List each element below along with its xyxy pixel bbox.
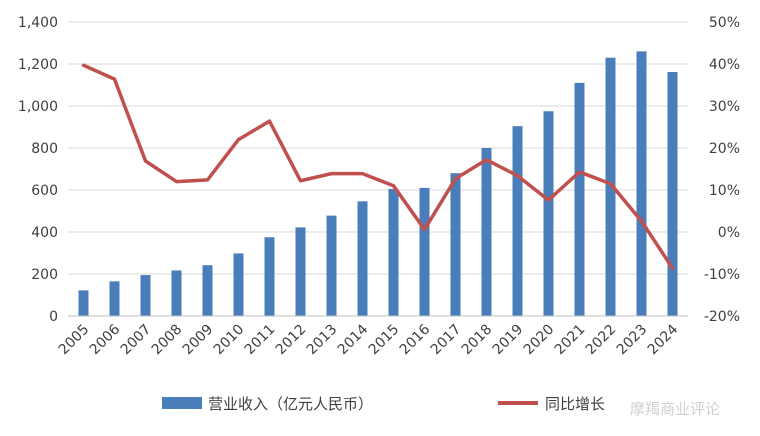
bar-2006 bbox=[109, 281, 120, 316]
y-right-tick-labels: -20% -10% 0% 10% 20% 30% 40% 50% bbox=[704, 15, 740, 325]
growth-line bbox=[81, 63, 675, 270]
x-tick: 2005 bbox=[56, 322, 93, 359]
watermark-text: 摩羯商业评论 bbox=[630, 400, 720, 418]
y-right-tick: 10% bbox=[709, 183, 740, 199]
y-right-tick: 50% bbox=[709, 15, 740, 31]
y-right-tick: 20% bbox=[709, 141, 740, 157]
y-right-tick: 0% bbox=[718, 225, 740, 241]
bar-series bbox=[78, 51, 678, 317]
x-tick: 2021 bbox=[552, 322, 589, 359]
bar-2007 bbox=[140, 275, 151, 316]
y-left-tick: 200 bbox=[31, 267, 58, 283]
bar-2005 bbox=[78, 290, 89, 316]
x-tick: 2024 bbox=[645, 321, 682, 358]
x-tick: 2007 bbox=[118, 322, 155, 359]
bar-2011 bbox=[264, 237, 275, 316]
x-tick: 2006 bbox=[87, 321, 124, 358]
bar-2023 bbox=[636, 51, 647, 317]
bar-2019 bbox=[512, 126, 523, 316]
legend-bar-label: 营业收入（亿元人民币） bbox=[208, 395, 373, 413]
x-tick: 2014 bbox=[335, 321, 372, 358]
line-series bbox=[81, 63, 675, 270]
y-left-tick: 600 bbox=[31, 183, 58, 199]
bar-2021 bbox=[574, 82, 585, 317]
x-tick: 2018 bbox=[459, 322, 496, 359]
x-tick: 2012 bbox=[273, 322, 310, 359]
y-right-tick: 40% bbox=[709, 57, 740, 73]
bar-2008 bbox=[171, 270, 182, 316]
y-right-tick: 30% bbox=[709, 99, 740, 115]
bar-2015 bbox=[388, 188, 399, 316]
x-tick: 2015 bbox=[366, 322, 403, 359]
bar-2012 bbox=[295, 227, 306, 316]
y-right-tick: -10% bbox=[704, 267, 740, 283]
bar-2014 bbox=[357, 201, 368, 316]
bar-2018 bbox=[481, 148, 492, 316]
y-left-tick-labels: 0 200 400 600 800 1,000 1,200 1,400 bbox=[18, 15, 58, 325]
bar-2013 bbox=[326, 215, 337, 316]
bar-2017 bbox=[450, 173, 461, 316]
y-left-tick: 1,400 bbox=[18, 15, 58, 31]
x-tick: 2020 bbox=[521, 322, 558, 359]
grid-lines bbox=[68, 21, 688, 275]
bar-2022 bbox=[605, 57, 616, 316]
x-tick: 2019 bbox=[490, 322, 527, 359]
bar-2010 bbox=[233, 253, 244, 316]
x-tick: 2022 bbox=[583, 322, 620, 359]
bar-2024 bbox=[667, 71, 678, 316]
legend: 营业收入（亿元人民币） 同比增长 bbox=[162, 395, 605, 413]
y-left-tick: 1,200 bbox=[18, 57, 58, 73]
y-left-tick: 1,000 bbox=[18, 99, 58, 115]
x-tick: 2017 bbox=[428, 322, 465, 359]
x-tick: 2009 bbox=[180, 322, 217, 359]
y-left-tick: 0 bbox=[49, 309, 58, 325]
y-left-tick: 800 bbox=[31, 141, 58, 157]
x-tick: 2013 bbox=[304, 322, 341, 359]
y-left-tick: 400 bbox=[31, 225, 58, 241]
x-tick: 2016 bbox=[397, 321, 434, 358]
bar-2020 bbox=[543, 111, 554, 316]
x-tick: 2010 bbox=[211, 322, 248, 359]
x-tick: 2011 bbox=[242, 322, 279, 359]
x-tick: 2023 bbox=[614, 322, 651, 359]
x-tick: 2008 bbox=[149, 322, 186, 359]
y-right-tick: -20% bbox=[704, 309, 740, 325]
bar-2016 bbox=[419, 187, 430, 316]
x-tick-labels: 2005200620072008200920102011201220132014… bbox=[56, 321, 682, 358]
legend-line-label: 同比增长 bbox=[545, 395, 605, 413]
legend-bar-swatch bbox=[162, 397, 202, 409]
bar-2009 bbox=[202, 265, 213, 316]
